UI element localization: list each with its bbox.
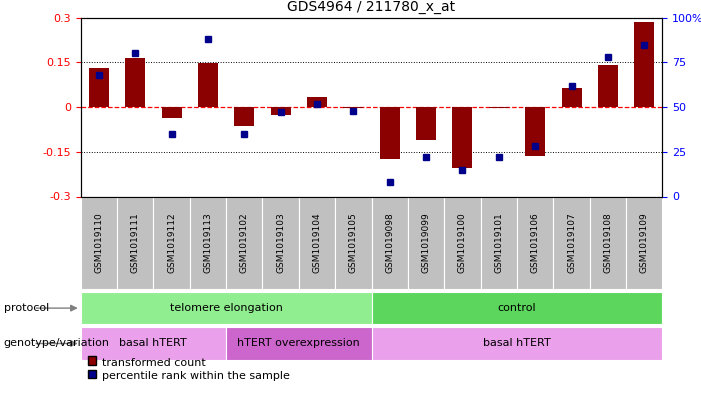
- Bar: [525, 107, 545, 156]
- Bar: [372, 327, 662, 360]
- Text: telomere elongation: telomere elongation: [170, 303, 283, 313]
- Bar: [226, 327, 372, 360]
- Text: genotype/variation: genotype/variation: [4, 338, 109, 349]
- Bar: [343, 107, 363, 108]
- Title: GDS4964 / 211780_x_at: GDS4964 / 211780_x_at: [287, 0, 456, 14]
- Text: GSM1019110: GSM1019110: [95, 212, 103, 273]
- Text: GSM1019113: GSM1019113: [203, 212, 212, 273]
- Text: basal hTERT: basal hTERT: [483, 338, 551, 349]
- Text: GSM1019099: GSM1019099: [421, 212, 430, 273]
- Text: GSM1019100: GSM1019100: [458, 212, 467, 273]
- Bar: [626, 196, 662, 289]
- Bar: [335, 196, 372, 289]
- Bar: [89, 68, 109, 107]
- Text: transformed count: transformed count: [102, 358, 205, 368]
- Bar: [372, 196, 408, 289]
- Bar: [271, 107, 291, 114]
- Bar: [299, 196, 335, 289]
- Bar: [154, 196, 190, 289]
- Text: GSM1019111: GSM1019111: [130, 212, 139, 273]
- Text: percentile rank within the sample: percentile rank within the sample: [102, 371, 290, 382]
- Text: control: control: [498, 303, 536, 313]
- Bar: [562, 88, 582, 107]
- Bar: [117, 196, 154, 289]
- Bar: [408, 196, 444, 289]
- Bar: [416, 107, 436, 140]
- Bar: [81, 327, 226, 360]
- Bar: [125, 58, 145, 107]
- Text: GSM1019101: GSM1019101: [494, 212, 503, 273]
- Text: GSM1019105: GSM1019105: [349, 212, 358, 273]
- Bar: [598, 65, 618, 107]
- Text: GSM1019102: GSM1019102: [240, 212, 249, 273]
- Bar: [372, 292, 662, 324]
- Bar: [481, 196, 517, 289]
- Text: hTERT overexpression: hTERT overexpression: [238, 338, 360, 349]
- Bar: [489, 107, 509, 108]
- Bar: [634, 22, 654, 107]
- Bar: [81, 292, 372, 324]
- Bar: [190, 196, 226, 289]
- Bar: [226, 196, 262, 289]
- Bar: [553, 196, 590, 289]
- Text: GSM1019107: GSM1019107: [567, 212, 576, 273]
- Text: GSM1019103: GSM1019103: [276, 212, 285, 273]
- Bar: [444, 196, 481, 289]
- Text: protocol: protocol: [4, 303, 49, 313]
- Bar: [590, 196, 626, 289]
- Bar: [198, 63, 218, 107]
- Bar: [517, 196, 553, 289]
- Bar: [452, 107, 472, 168]
- Text: basal hTERT: basal hTERT: [119, 338, 187, 349]
- Bar: [81, 196, 117, 289]
- Bar: [380, 107, 400, 159]
- Text: GSM1019098: GSM1019098: [386, 212, 394, 273]
- Bar: [307, 97, 327, 107]
- Text: GSM1019106: GSM1019106: [531, 212, 540, 273]
- Bar: [262, 196, 299, 289]
- Text: GSM1019109: GSM1019109: [640, 212, 648, 273]
- Bar: [234, 107, 254, 127]
- Text: GSM1019108: GSM1019108: [604, 212, 613, 273]
- Text: GSM1019112: GSM1019112: [167, 212, 176, 273]
- Bar: [161, 107, 182, 118]
- Text: GSM1019104: GSM1019104: [313, 212, 322, 273]
